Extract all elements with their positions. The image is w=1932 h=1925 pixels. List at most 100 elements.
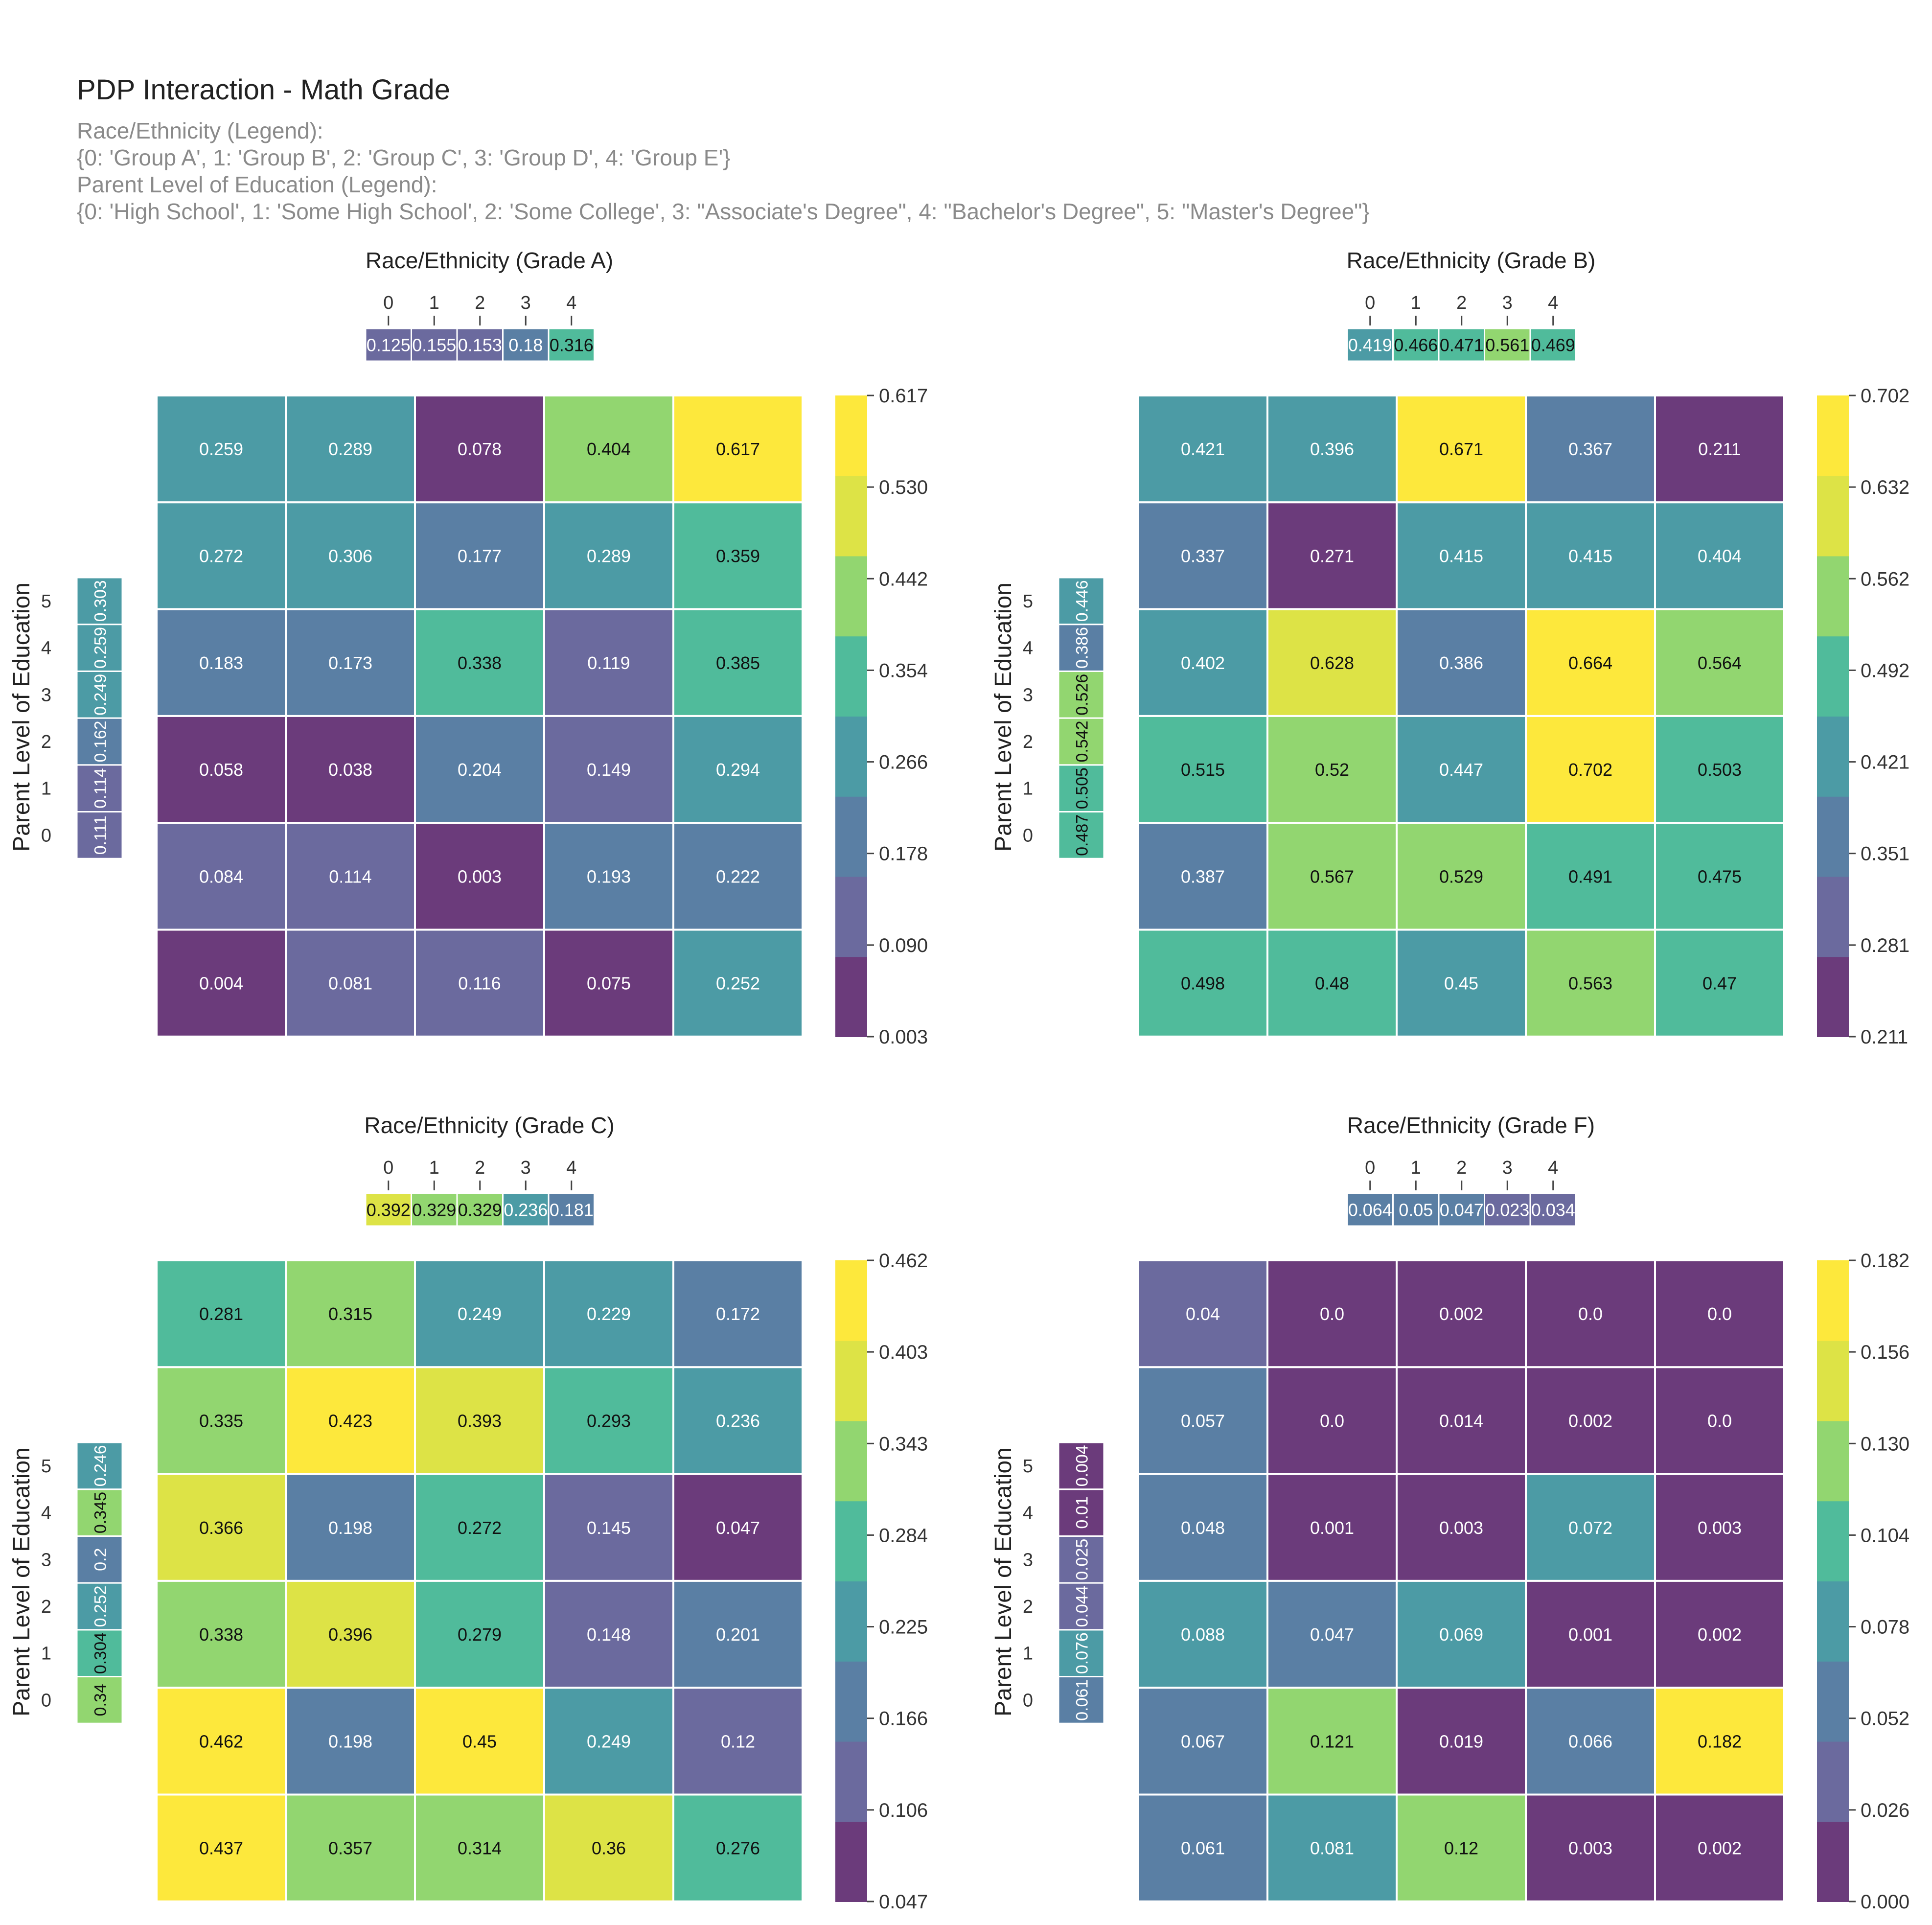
x-tick-label: 4 (1548, 1158, 1558, 1178)
heatmap-cell (285, 822, 416, 931)
heatmap-cell-label: 0.116 (458, 974, 501, 994)
heatmap-cell-label: 0.259 (199, 439, 243, 459)
heatmap-cell (156, 715, 287, 824)
heatmap-cell-label: 0.249 (587, 1731, 631, 1751)
colorbar-tick-label: 0.106 (879, 1800, 928, 1821)
colorbar-segment (835, 1501, 867, 1581)
colorbar-tick-label: 0.026 (1861, 1800, 1909, 1821)
heatmap-cell (672, 1579, 804, 1689)
x-tick-label: 4 (1548, 293, 1558, 313)
heatmap-cell (1137, 1793, 1268, 1902)
heatmap-cell (1137, 1473, 1268, 1582)
x-tick-label: 0 (1365, 293, 1375, 313)
y-marginal-strip: 0.34 0 0.304 1 0.252 2 0.2 3 0.345 4 0.246 5 (41, 1441, 123, 1724)
x-marginal-label: 0.329 (412, 1200, 456, 1220)
y-axis-label: Parent Level of Education (9, 582, 35, 852)
y-marginal-label: 0.162 (92, 720, 110, 762)
x-marginal-label: 0.023 (1485, 1200, 1529, 1220)
heatmap-cell-label: 0.272 (199, 546, 243, 566)
heatmap-grid: 0.04 0.0 0.002 0.0 0.00.057 0.0 0.014 0.002 0.00… (1137, 1259, 1785, 1902)
x-tick-label: 0 (383, 293, 393, 313)
heatmap-cell (414, 1473, 545, 1582)
y-tick-label: 1 (1023, 779, 1033, 799)
heatmap-cell (1654, 822, 1785, 931)
x-marginal-cell (1346, 1192, 1394, 1227)
heatmap-cell-label: 0.003 (458, 866, 502, 886)
heatmap-cell-label: 0.12 (721, 1731, 755, 1751)
x-marginal-label: 0.561 (1485, 335, 1529, 355)
heatmap-cell-label: 0.337 (1181, 546, 1225, 566)
heatmap-grid: 0.259 0.289 0.078 0.404 0.617 0.272 0.306 0.177… (156, 394, 804, 1038)
colorbar-tick-label: 0.462 (879, 1250, 928, 1272)
heatmap-cell (1137, 822, 1268, 931)
y-marginal-label: 0.01 (1073, 1496, 1092, 1529)
heatmap-cell-label: 0.271 (1310, 546, 1354, 566)
heatmap-cell-label: 0.386 (1439, 653, 1483, 673)
colorbar: 0.211 0.281 0.351 0.421 0.492 0.562 0.632 0.702 (1817, 385, 1909, 1048)
x-marginal-cell (1346, 327, 1394, 362)
colorbar-tick-label: 0.052 (1861, 1708, 1909, 1730)
heatmap-cell-label: 0.359 (716, 546, 760, 566)
heatmap-cell-label: 0.357 (328, 1838, 372, 1858)
heatmap-cell-label: 0.628 (1310, 653, 1354, 673)
colorbar-segment (1817, 876, 1849, 957)
x-marginal-strip: 0.125 0 0.155 1 0.153 2 0.18 3 0.316 4 (365, 293, 595, 362)
colorbar-segment (1817, 796, 1849, 877)
heatmap-cell-label: 0.003 (1568, 1838, 1612, 1858)
x-marginal-label: 0.469 (1531, 335, 1575, 355)
y-tick-label: 5 (1023, 1456, 1033, 1477)
y-tick-label: 1 (1023, 1644, 1033, 1664)
figure-title: PDP Interaction - Math Grade (77, 74, 450, 106)
heatmap-cell-label: 0.564 (1698, 653, 1742, 673)
y-tick-label: 0 (1023, 1690, 1033, 1711)
heatmap-cell-label: 0.058 (199, 760, 243, 780)
x-tick-label: 4 (566, 293, 576, 313)
colorbar-tick-label: 0.562 (1861, 568, 1909, 590)
heatmap-cell-label: 0.048 (1181, 1518, 1225, 1538)
heatmap-cell (1654, 501, 1785, 610)
y-tick-label: 0 (41, 1690, 51, 1711)
heatmap-cell (156, 1579, 287, 1689)
heatmap-cell-label: 0.315 (328, 1304, 372, 1324)
colorbar: 0.003 0.090 0.178 0.266 0.354 0.442 0.530 0.617 (835, 385, 928, 1048)
colorbar-tick-label: 0.211 (1861, 1026, 1908, 1048)
heatmap-cell (672, 1259, 804, 1368)
x-marginal-label: 0.181 (550, 1200, 594, 1220)
heatmap-cell-label: 0.447 (1439, 760, 1483, 780)
heatmap-panel-1: Race/Ethnicity (Grade B) 0.419 0 0.466 1 0.47… (990, 248, 1909, 1048)
y-marginal-label: 0.061 (1073, 1679, 1092, 1721)
y-marginal-cell (76, 624, 123, 672)
colorbar-tick-label: 0.530 (879, 477, 928, 498)
heatmap-cell-label: 0.563 (1568, 974, 1612, 994)
x-marginal-cell (548, 327, 595, 362)
colorbar-segment (1817, 395, 1849, 476)
heatmap-cell-label: 0.229 (587, 1304, 631, 1324)
y-axis-label: Parent Level of Education (9, 1447, 35, 1716)
heatmap-cell-label: 0.148 (587, 1624, 631, 1645)
heatmap-cell-label: 0.002 (1698, 1838, 1742, 1858)
heatmap-cell (1266, 1473, 1398, 1582)
heatmap-cell (1525, 1793, 1656, 1902)
colorbar-segment (1817, 1420, 1849, 1502)
heatmap-cell-label: 0.338 (458, 653, 502, 673)
y-marginal-label: 0.249 (92, 674, 110, 716)
x-tick-label: 2 (475, 293, 485, 313)
heatmap-cell (543, 1687, 674, 1796)
y-marginal-cell (76, 1629, 123, 1678)
y-marginal-cell (76, 717, 123, 766)
heatmap-cell (672, 394, 804, 504)
y-marginal-label: 0.542 (1073, 720, 1092, 762)
colorbar-segment (835, 1420, 867, 1502)
heatmap-cell (672, 1687, 804, 1796)
heatmap-cell (1266, 608, 1398, 717)
x-marginal-label: 0.18 (508, 335, 543, 355)
heatmap-cell (1396, 501, 1527, 610)
y-marginal-label: 0.2 (92, 1548, 110, 1571)
heatmap-cell-label: 0.014 (1439, 1411, 1483, 1431)
y-marginal-label: 0.487 (1073, 814, 1092, 856)
heatmap-cell (414, 1579, 545, 1689)
heatmap-cell-label: 0.475 (1698, 866, 1742, 886)
y-marginal-cell (1058, 577, 1105, 626)
y-marginal-cell (1058, 717, 1105, 766)
y-tick-label: 1 (41, 1644, 51, 1664)
